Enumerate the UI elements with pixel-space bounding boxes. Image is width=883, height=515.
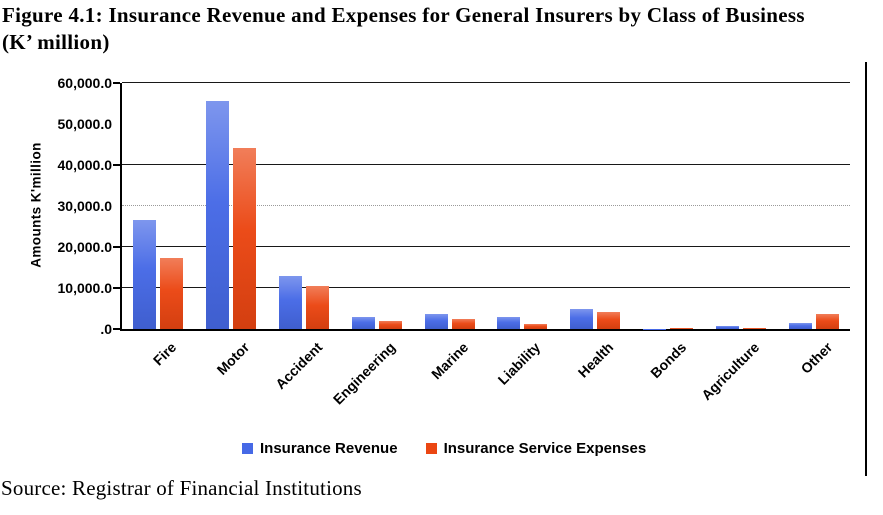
legend-label: Insurance Service Expenses: [443, 440, 647, 457]
x-axis-label-fire: Fire: [150, 339, 180, 369]
source-text: Source: Registrar of Financial Instituti…: [1, 476, 362, 500]
bar-liability-expenses: [524, 323, 548, 329]
bar-agriculture-expenses: [742, 328, 766, 329]
bar-marine-revenue: [424, 314, 448, 329]
bar-marine-expenses: [451, 319, 475, 329]
chart-right-border: [865, 62, 867, 476]
legend-label: Insurance Revenue: [260, 440, 398, 457]
y-tick-label: 40,000.0: [57, 157, 113, 173]
x-axis-label-health: Health: [574, 339, 617, 381]
x-axis-label-marine: Marine: [427, 339, 471, 383]
legend-item-expenses: Insurance Service Expenses: [425, 440, 647, 457]
x-axis-label-agriculture: Agriculture: [697, 339, 763, 404]
x-axis-label-accident: Accident: [272, 339, 326, 393]
figure-title-line2: (K’ million): [2, 30, 110, 54]
y-tick-mark: [113, 164, 120, 166]
figure-title-line1: Figure 4.1: Insurance Revenue and Expens…: [2, 3, 805, 27]
y-tick-label: 20,000.0: [57, 239, 113, 255]
plot-area: [120, 82, 850, 331]
bar-motor-expenses: [233, 147, 257, 329]
bar-fire-revenue: [133, 220, 157, 329]
bar-agriculture-revenue: [715, 326, 739, 329]
chart-legend: Insurance Revenue Insurance Service Expen…: [242, 440, 646, 457]
bar-other-expenses: [815, 314, 839, 329]
bar-accident-expenses: [306, 286, 329, 329]
bar-health-expenses: [597, 311, 621, 329]
gridline-40000: [122, 164, 850, 165]
legend-item-revenue: Insurance Revenue: [242, 440, 398, 457]
gridline-30000: [122, 205, 850, 206]
bar-engineering-revenue: [351, 317, 375, 329]
y-tick-mark: [113, 82, 120, 84]
legend-swatch-icon: [242, 443, 253, 454]
y-tick-label: 10,000.0: [57, 280, 113, 296]
bar-other-revenue: [788, 322, 812, 329]
bar-bonds-expenses: [670, 327, 693, 329]
bar-liability-revenue: [497, 317, 521, 329]
gridline-10000: [122, 287, 850, 288]
y-tick-label: 30,000.0: [57, 198, 113, 214]
x-axis-label-engineering: Engineering: [329, 339, 399, 408]
gridline-60000: [122, 82, 850, 83]
legend-swatch-icon: [425, 443, 437, 454]
gridline-20000: [122, 246, 850, 247]
y-tick-label: .0: [100, 321, 112, 337]
bar-fire-expenses: [160, 257, 184, 329]
bar-motor-revenue: [206, 101, 230, 329]
bar-accident-revenue: [279, 275, 302, 329]
y-tick-mark: [113, 246, 120, 248]
y-tick-label: 50,000.0: [57, 116, 113, 132]
x-axis-label-other: Other: [797, 339, 835, 377]
y-tick-mark: [113, 328, 120, 330]
bar-engineering-expenses: [378, 320, 402, 329]
y-tick-mark: [113, 287, 120, 289]
x-axis-label-bonds: Bonds: [647, 339, 690, 382]
x-axis-label-motor: Motor: [213, 339, 253, 378]
x-axis-label-liability: Liability: [494, 339, 544, 388]
y-tick-label: 60,000.0: [57, 75, 113, 91]
figure-title: Figure 4.1: Insurance Revenue and Expens…: [2, 2, 805, 56]
bar-health-revenue: [570, 309, 594, 329]
